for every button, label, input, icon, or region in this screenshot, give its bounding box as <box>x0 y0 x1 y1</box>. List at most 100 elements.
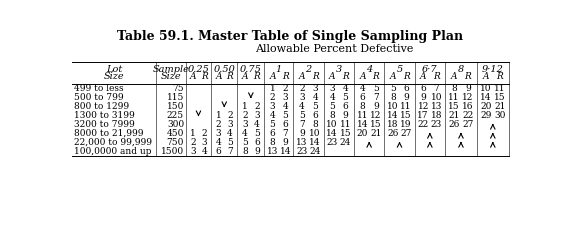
Text: 3: 3 <box>190 147 196 156</box>
Text: 4: 4 <box>359 84 365 93</box>
Text: 14: 14 <box>387 111 399 120</box>
Text: 8000 to 21,999: 8000 to 21,999 <box>74 129 143 138</box>
Text: 4: 4 <box>312 93 318 102</box>
Text: A: A <box>420 72 426 81</box>
Text: 4: 4 <box>201 147 207 156</box>
Text: 24: 24 <box>310 147 321 156</box>
Text: 12: 12 <box>462 93 473 102</box>
Text: 75: 75 <box>172 84 184 93</box>
Text: 14: 14 <box>357 120 368 129</box>
Text: 4: 4 <box>227 129 233 138</box>
Text: 20: 20 <box>357 129 368 138</box>
Text: 11: 11 <box>494 84 506 93</box>
Text: Size: Size <box>104 72 125 81</box>
Text: 6: 6 <box>312 111 318 120</box>
Text: 27: 27 <box>400 129 412 138</box>
Text: 1: 1 <box>276 65 282 74</box>
Text: 2: 2 <box>242 111 248 120</box>
Text: 4: 4 <box>366 65 373 74</box>
Text: Allowable Percent Defective: Allowable Percent Defective <box>255 44 413 54</box>
Text: 10: 10 <box>327 120 338 129</box>
Text: 0.50: 0.50 <box>213 65 235 74</box>
Text: 3: 3 <box>201 138 207 147</box>
Text: R: R <box>201 72 208 81</box>
Text: 16: 16 <box>462 102 473 111</box>
Text: R: R <box>227 72 233 81</box>
Text: 3200 to 7999: 3200 to 7999 <box>74 120 135 129</box>
Text: 1: 1 <box>242 102 248 111</box>
Text: R: R <box>497 72 503 81</box>
Text: 6: 6 <box>282 120 288 129</box>
Text: 9: 9 <box>420 93 426 102</box>
Text: Lot: Lot <box>106 65 122 74</box>
Text: 6: 6 <box>359 93 365 102</box>
Text: R: R <box>433 72 440 81</box>
Text: 3: 3 <box>242 120 248 129</box>
Text: A: A <box>189 72 196 81</box>
Text: 21: 21 <box>494 102 506 111</box>
Text: R: R <box>342 72 349 81</box>
Text: 26: 26 <box>448 120 460 129</box>
Text: 10: 10 <box>431 93 442 102</box>
Text: R: R <box>464 72 471 81</box>
Text: A: A <box>242 72 248 81</box>
Text: A: A <box>483 72 489 81</box>
Text: 23: 23 <box>327 138 338 147</box>
Text: 5: 5 <box>390 84 396 93</box>
Text: 5: 5 <box>312 102 318 111</box>
Text: 3: 3 <box>270 102 276 111</box>
Text: 8: 8 <box>242 147 248 156</box>
Text: 4: 4 <box>254 120 260 129</box>
Text: 12: 12 <box>370 111 382 120</box>
Text: 3: 3 <box>336 65 342 74</box>
Text: 2: 2 <box>190 138 196 147</box>
Text: 15: 15 <box>400 111 412 120</box>
Text: 14: 14 <box>310 138 321 147</box>
Text: 26: 26 <box>387 129 399 138</box>
Text: 21: 21 <box>370 129 382 138</box>
Text: A: A <box>269 72 276 81</box>
Text: 9: 9 <box>465 84 471 93</box>
Text: 450: 450 <box>167 129 184 138</box>
Text: 9: 9 <box>403 93 409 102</box>
Text: 4: 4 <box>215 138 222 147</box>
Text: A: A <box>390 72 396 81</box>
Text: 29: 29 <box>480 111 492 120</box>
Text: 9: 9 <box>342 111 348 120</box>
Text: R: R <box>282 72 289 81</box>
Text: 10: 10 <box>387 102 399 111</box>
Text: 2: 2 <box>306 65 312 74</box>
Text: 20: 20 <box>480 102 492 111</box>
Text: 5: 5 <box>282 111 288 120</box>
Text: 2: 2 <box>270 93 276 102</box>
Text: 9: 9 <box>299 129 304 138</box>
Text: 17: 17 <box>417 111 429 120</box>
Text: 30: 30 <box>494 111 506 120</box>
Text: 6: 6 <box>420 84 426 93</box>
Text: 8: 8 <box>390 93 396 102</box>
Text: 11: 11 <box>448 93 460 102</box>
Text: 1300 to 3199: 1300 to 3199 <box>74 111 135 120</box>
Text: 4: 4 <box>342 84 348 93</box>
Text: 15: 15 <box>448 102 460 111</box>
Text: 3: 3 <box>329 84 335 93</box>
Text: 11: 11 <box>340 120 351 129</box>
Text: 8: 8 <box>270 138 276 147</box>
Text: 5: 5 <box>396 65 403 74</box>
Text: 8: 8 <box>312 120 318 129</box>
Text: 4: 4 <box>329 93 335 102</box>
Text: 0.25: 0.25 <box>188 65 209 74</box>
Text: 500 to 799: 500 to 799 <box>74 93 124 102</box>
Text: 5: 5 <box>342 93 349 102</box>
Text: 3: 3 <box>254 111 260 120</box>
Text: 5: 5 <box>329 102 335 111</box>
Text: 15: 15 <box>494 93 506 102</box>
Text: 13: 13 <box>431 102 442 111</box>
Text: 150: 150 <box>167 102 184 111</box>
Text: R: R <box>403 72 409 81</box>
Text: 6: 6 <box>270 129 276 138</box>
Text: R: R <box>253 72 260 81</box>
Text: 499 to less: 499 to less <box>74 84 124 93</box>
Text: 15: 15 <box>370 120 382 129</box>
Text: 1: 1 <box>190 129 196 138</box>
